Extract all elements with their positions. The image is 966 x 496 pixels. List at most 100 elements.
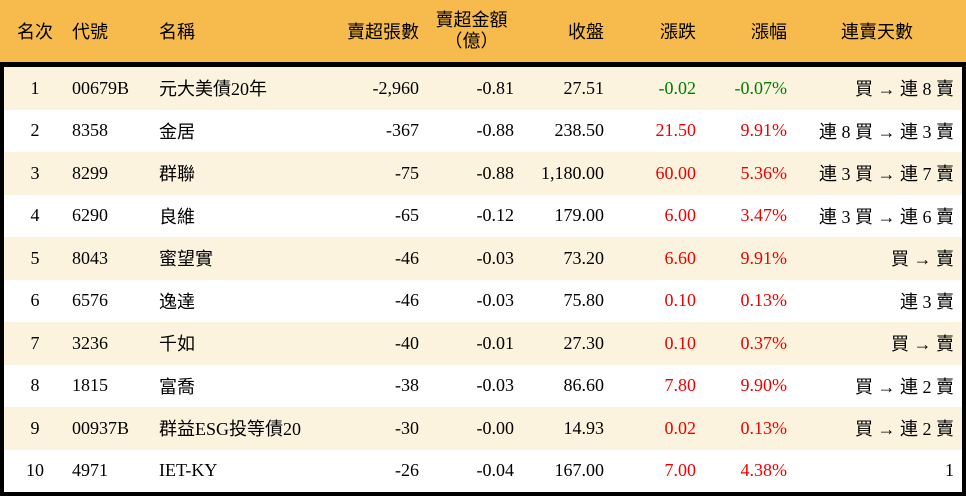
cell-rank: 5: [30, 247, 40, 268]
cell-name: 群益ESG投等債20: [159, 419, 302, 440]
cell-close: 14.93: [563, 417, 605, 438]
header-name: 名稱: [159, 22, 195, 42]
header-streak: 連賣天數: [841, 22, 913, 42]
cell-sell-volume: -65: [395, 205, 419, 226]
cell-code: 8299: [72, 162, 108, 183]
cell-rank: 3: [30, 162, 40, 183]
cell-sell-volume: -40: [395, 332, 419, 353]
cell-rank: 8: [30, 375, 40, 396]
cell-name: 群聯: [159, 164, 195, 185]
cell-rank: 9: [30, 417, 40, 438]
table-row: 10 4971 IET-KY -26 -0.04 167.00 7.00 4.3…: [4, 449, 962, 492]
cell-change-pct: 3.47%: [740, 205, 788, 226]
cell-name: 良維: [159, 206, 195, 227]
cell-code: 00937B: [72, 417, 130, 438]
header-rank: 名次: [17, 22, 53, 42]
cell-code: 00679B: [72, 77, 130, 98]
cell-code: 4971: [72, 460, 108, 481]
cell-sell-volume: -2,960: [372, 77, 420, 98]
cell-change: 0.02: [664, 417, 697, 438]
cell-name: 逸達: [159, 291, 195, 312]
cell-name: 蜜望實: [159, 249, 213, 270]
cell-code: 1815: [72, 375, 108, 396]
cell-streak: 連 3 買 → 連 7 賣: [819, 164, 954, 185]
cell-change-pct: 5.36%: [740, 162, 788, 183]
table-row: 6 6576 逸達 -46 -0.03 75.80 0.10 0.13% 連 3…: [4, 279, 962, 322]
cell-sell-volume: -46: [395, 290, 419, 311]
cell-code: 3236: [72, 332, 108, 353]
cell-rank: 4: [30, 205, 40, 226]
cell-sell-amount: -0.03: [476, 375, 515, 396]
cell-close: 1,180.00: [541, 162, 604, 183]
cell-streak: 連 3 買 → 連 6 賣: [819, 206, 954, 227]
cell-change: 0.10: [664, 332, 697, 353]
header-change: 漲跌: [660, 22, 696, 42]
cell-name: 富喬: [159, 376, 195, 397]
cell-close: 179.00: [554, 205, 605, 226]
cell-sell-amount: -0.04: [476, 460, 515, 481]
header-divider: [0, 62, 966, 67]
cell-sell-volume: -26: [395, 460, 419, 481]
cell-name: 千如: [159, 334, 195, 355]
cell-change: 21.50: [655, 120, 697, 141]
cell-name: 金居: [159, 121, 195, 142]
cell-code: 6576: [72, 290, 108, 311]
cell-sell-amount: -0.81: [476, 77, 515, 98]
cell-close: 73.20: [563, 247, 605, 268]
header-sell-amount-line1: 賣超金額: [435, 10, 508, 30]
cell-close: 238.50: [554, 120, 605, 141]
cell-change: 0.10: [664, 290, 697, 311]
cell-streak: 買 → 連 2 賣: [855, 376, 954, 397]
cell-code: 6290: [72, 205, 108, 226]
table-row: 8 1815 富喬 -38 -0.03 86.60 7.80 9.90% 買 →…: [4, 364, 962, 407]
cell-streak: 買 → 連 2 賣: [855, 419, 954, 440]
cell-change: 6.60: [664, 247, 697, 268]
cell-name: IET-KY: [159, 460, 218, 481]
cell-change-pct: 9.91%: [740, 247, 788, 268]
cell-change-pct: 0.13%: [740, 417, 788, 438]
header-sell-amount-line2: （億）: [444, 31, 499, 51]
cell-close: 27.30: [563, 332, 605, 353]
header-sell-amount: 賣超金額 （億）: [424, 10, 519, 52]
cell-rank: 10: [26, 460, 44, 481]
table-row: 5 8043 蜜望實 -46 -0.03 73.20 6.60 9.91% 買 …: [4, 237, 962, 280]
cell-sell-volume: -30: [395, 417, 419, 438]
cell-change-pct: 0.37%: [740, 332, 788, 353]
cell-close: 75.80: [563, 290, 605, 311]
table-row: 1 00679B 元大美債20年 -2,960 -0.81 27.51 -0.0…: [4, 67, 962, 110]
table-header: 名次 代號 名稱 賣超張數 賣超金額 （億） 收盤 漲跌 漲幅 連賣天數: [0, 0, 966, 62]
cell-change-pct: 9.91%: [740, 120, 788, 141]
cell-rank: 7: [30, 332, 40, 353]
cell-sell-volume: -75: [395, 162, 419, 183]
cell-rank: 1: [30, 77, 40, 98]
cell-code: 8358: [72, 120, 108, 141]
cell-streak: 買 → 連 8 賣: [855, 79, 954, 100]
cell-streak: 連 3 賣: [900, 291, 954, 312]
table-row: 7 3236 千如 -40 -0.01 27.30 0.10 0.37% 買 →…: [4, 322, 962, 365]
cell-change-pct: -0.07%: [734, 77, 788, 98]
cell-sell-volume: -46: [395, 247, 419, 268]
header-sell-volume: 賣超張數: [347, 22, 419, 42]
cell-sell-amount: -0.88: [476, 162, 515, 183]
header-close: 收盤: [568, 22, 604, 42]
cell-sell-amount: -0.88: [476, 120, 515, 141]
cell-sell-amount: -0.03: [476, 290, 515, 311]
cell-rank: 6: [30, 290, 40, 311]
cell-sell-amount: -0.12: [476, 205, 515, 226]
cell-streak: 1: [945, 460, 954, 481]
header-code: 代號: [72, 22, 108, 42]
cell-sell-volume: -38: [395, 375, 419, 396]
cell-streak: 連 8 買 → 連 3 賣: [819, 121, 954, 142]
cell-change: 7.80: [664, 375, 697, 396]
table-row: 4 6290 良維 -65 -0.12 179.00 6.00 3.47% 連 …: [4, 194, 962, 237]
cell-sell-amount: -0.01: [476, 332, 515, 353]
cell-rank: 2: [30, 120, 40, 141]
cell-change: 7.00: [664, 460, 697, 481]
cell-streak: 買 → 賣: [891, 249, 954, 270]
cell-streak: 買 → 賣: [891, 334, 954, 355]
cell-code: 8043: [72, 247, 108, 268]
cell-close: 27.51: [563, 77, 605, 98]
header-change-pct: 漲幅: [751, 22, 787, 42]
cell-sell-volume: -367: [386, 120, 419, 141]
